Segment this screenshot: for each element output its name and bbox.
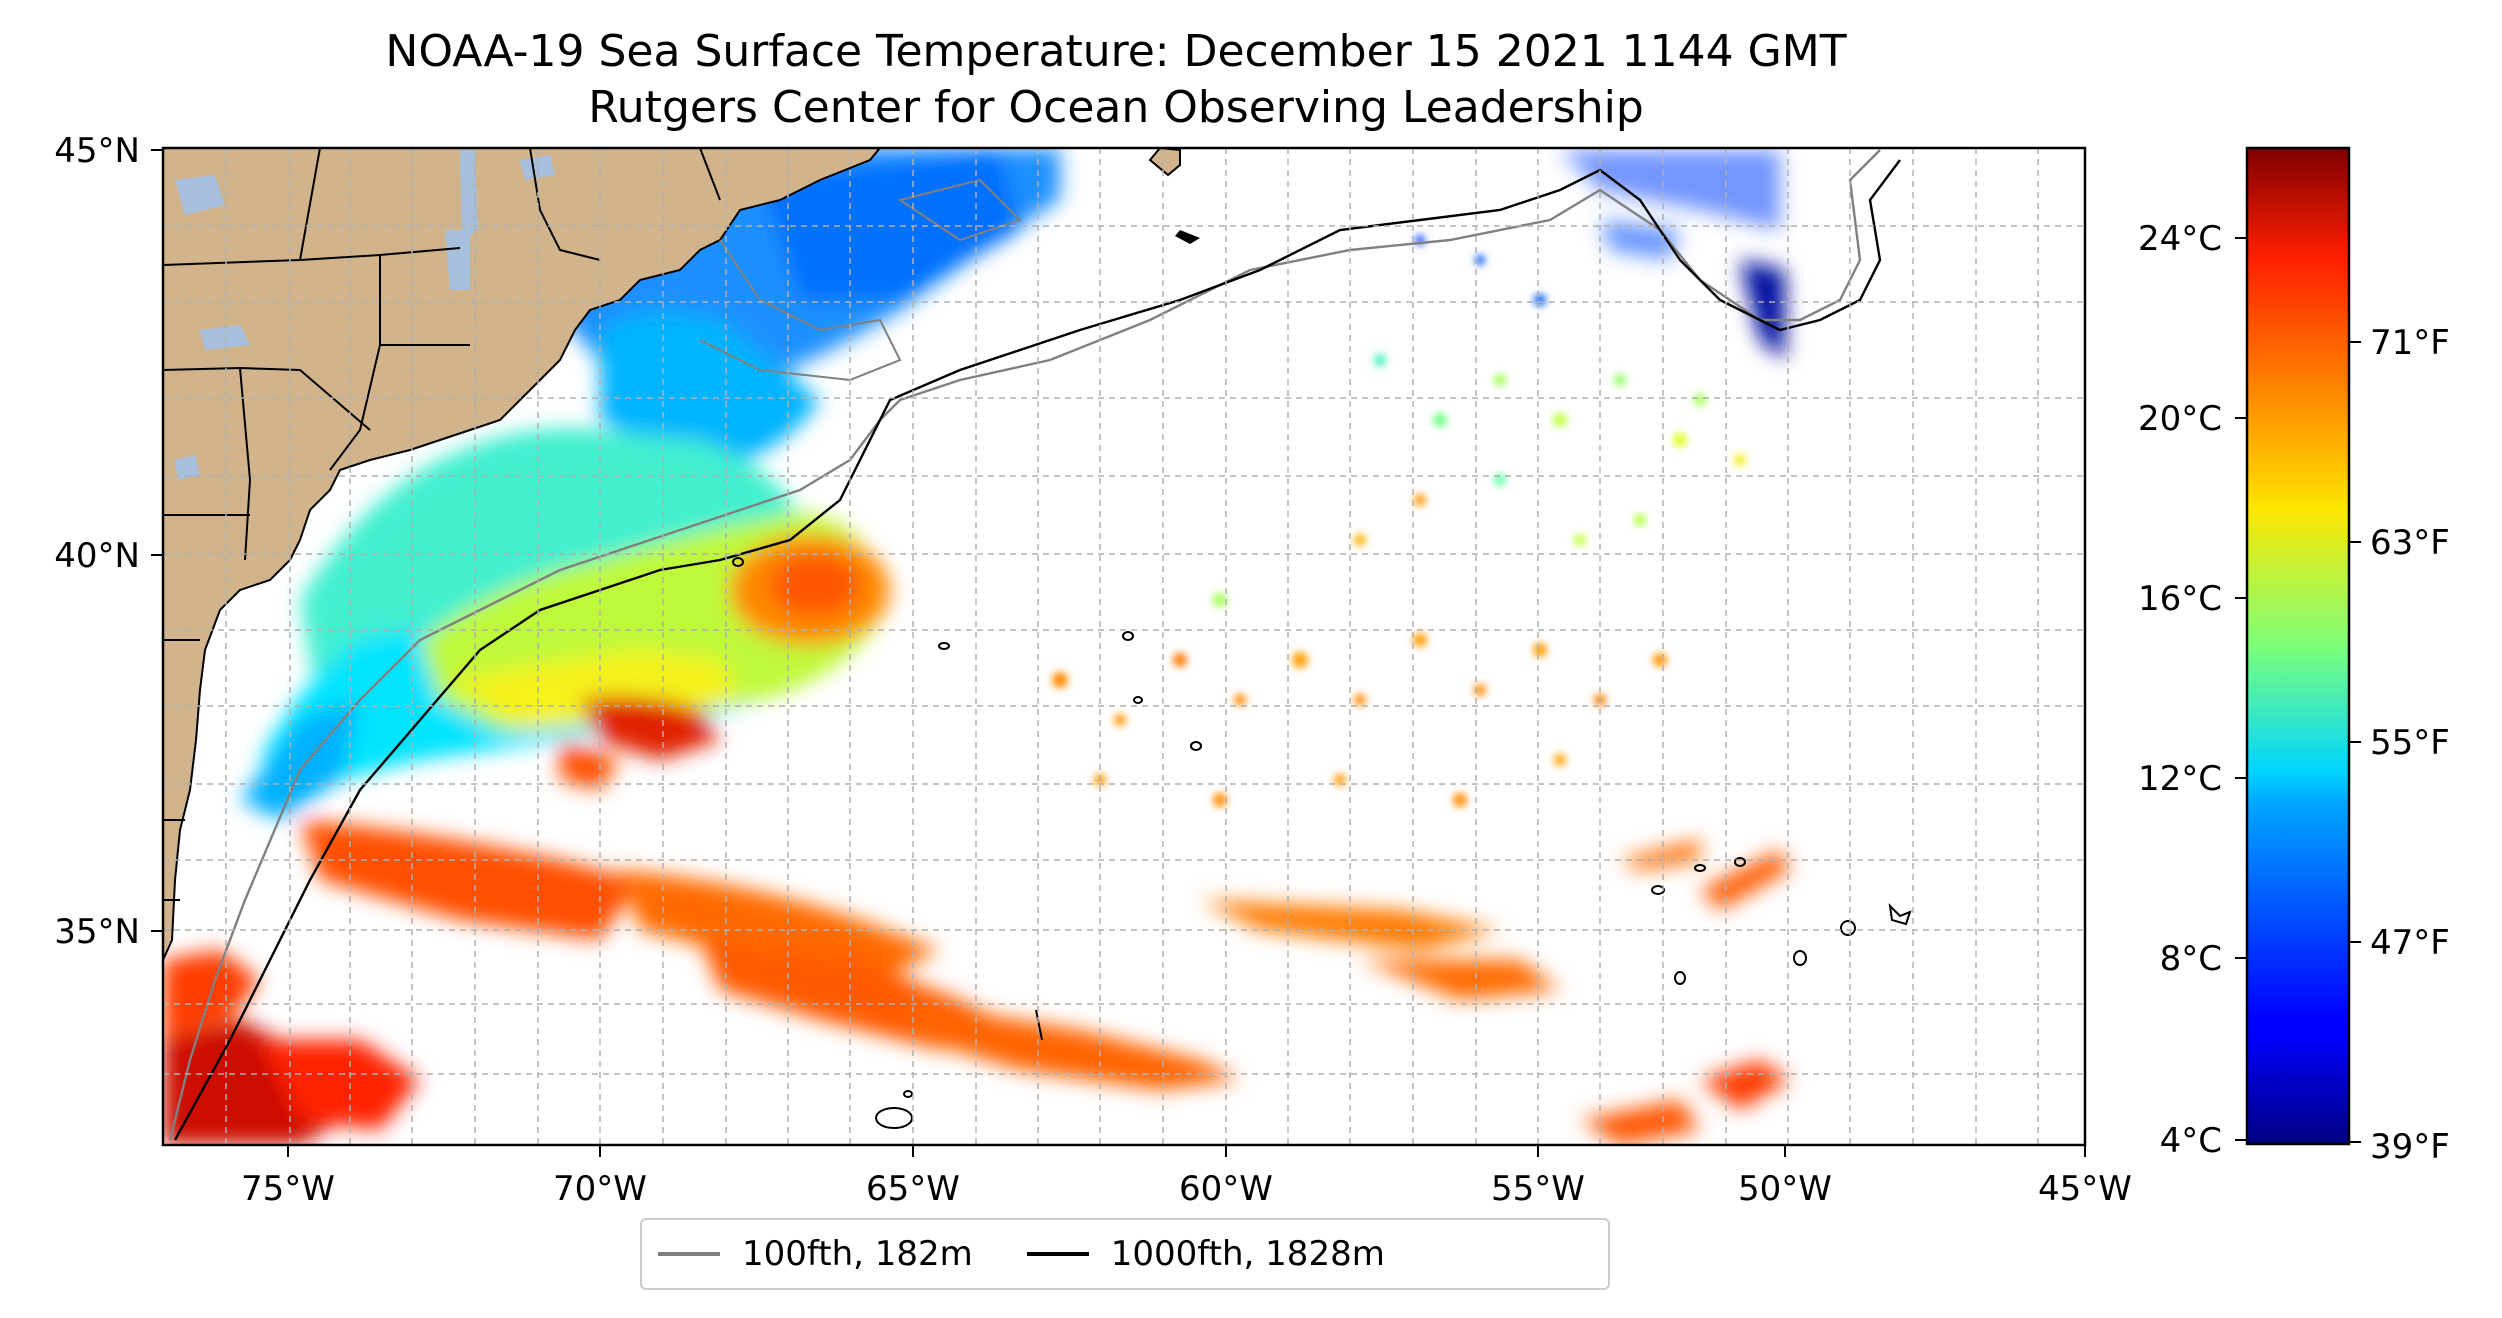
- colorbar-fahrenheit-labels: 71°F 63°F 55°F 47°F 39°F: [2370, 323, 2450, 1167]
- bathymetry-1000fth: [173, 159, 1901, 1141]
- nova-scotia: [1148, 148, 1181, 177]
- map-ticks: [151, 149, 2086, 1157]
- legend-swatch-black-line: [1026, 1252, 1089, 1256]
- x-tick-label: 55°W: [1491, 1169, 1585, 1209]
- y-tick-label: 35°N: [54, 912, 140, 952]
- fahrenheit-tick-label: 47°F: [2370, 923, 2450, 963]
- map-frame: [161, 146, 2087, 1147]
- x-tick-label: 60°W: [1179, 1169, 1273, 1209]
- celsius-tick-label: 16°C: [2138, 579, 2222, 619]
- celsius-tick-label: 24°C: [2138, 219, 2222, 259]
- x-tick-label: 70°W: [553, 1169, 647, 1209]
- celsius-tick-label: 20°C: [2138, 399, 2222, 439]
- celsius-tick-label: 8°C: [2160, 939, 2222, 979]
- colorbar-celsius-labels: 24°C 20°C 16°C 12°C 8°C 4°C: [2138, 219, 2222, 1161]
- legend-swatch-gray-line: [658, 1252, 720, 1256]
- y-tick-labels: 45°N 40°N 35°N: [54, 131, 140, 952]
- map-panel: [163, 148, 2085, 1145]
- legend-item-100fth: 100fth, 182m: [658, 1234, 973, 1274]
- fahrenheit-tick-label: 71°F: [2370, 323, 2450, 363]
- legend-label: 1000fth, 1828m: [1110, 1234, 1385, 1274]
- fahrenheit-tick-label: 63°F: [2370, 523, 2450, 563]
- x-tick-labels: 75°W 70°W 65°W 60°W 55°W 50°W 45°W: [241, 1169, 2132, 1209]
- fahrenheit-tick-label: 39°F: [2370, 1127, 2450, 1167]
- legend: 100fth, 182m 1000fth, 1828m: [640, 1218, 1610, 1290]
- x-tick-label: 50°W: [1738, 1169, 1832, 1209]
- legend-label: 100fth, 182m: [742, 1234, 973, 1274]
- colorbar: [2245, 146, 2351, 1146]
- y-tick-label: 45°N: [54, 131, 140, 171]
- coastline: [163, 148, 881, 961]
- celsius-tick-label: 4°C: [2160, 1121, 2222, 1161]
- x-tick-label: 75°W: [241, 1169, 335, 1209]
- x-tick-label: 45°W: [2038, 1169, 2132, 1209]
- gridlines: [163, 148, 2085, 1145]
- sst-imagery: [163, 148, 1790, 1145]
- fahrenheit-tick-label: 55°F: [2370, 723, 2450, 763]
- bathymetry-100fth: [168, 149, 1881, 1141]
- state-borders: [163, 148, 721, 901]
- celsius-tick-label: 12°C: [2138, 759, 2222, 799]
- x-tick-label: 65°W: [866, 1169, 960, 1209]
- chart-title: NOAA-19 Sea Surface Temperature: Decembe…: [385, 26, 1846, 77]
- land: [163, 148, 880, 960]
- colorbar-ticks: [2235, 237, 2361, 1143]
- chart-subtitle: Rutgers Center for Ocean Observing Leade…: [588, 82, 1644, 133]
- lakes: [175, 150, 555, 480]
- legend-item-1000fth: 1000fth, 1828m: [1026, 1234, 1385, 1274]
- y-tick-label: 40°N: [54, 536, 140, 576]
- seamount-contours: [732, 557, 1912, 1129]
